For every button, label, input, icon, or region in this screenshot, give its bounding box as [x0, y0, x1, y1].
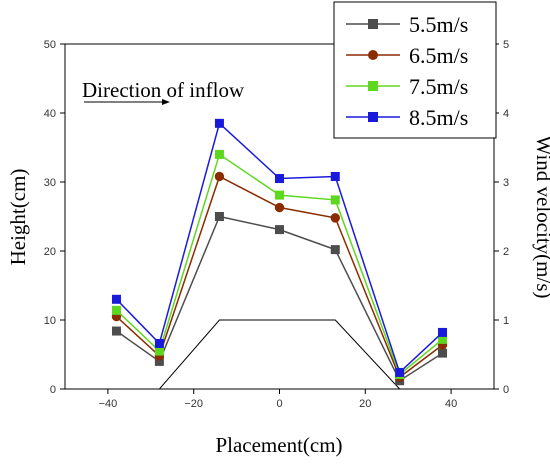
- data-point: [275, 225, 284, 235]
- legend-label: 6.5m/s: [409, 43, 468, 68]
- data-point: [438, 348, 448, 358]
- height-profile-line: [107, 319, 452, 390]
- series-line: [115, 153, 443, 376]
- data-point: [438, 327, 448, 337]
- legend-marker: [368, 112, 378, 122]
- data-point: [111, 326, 121, 336]
- legend-item: 5.5m/s: [346, 12, 468, 37]
- data-point: [214, 212, 224, 221]
- left-y-tick-label: 40: [44, 108, 56, 120]
- data-point: [274, 202, 285, 213]
- height-profile: [107, 319, 452, 390]
- series-3: [111, 118, 448, 377]
- x-axis-ticks: −40 −20 0 20 40: [99, 389, 457, 410]
- data-point: [154, 338, 164, 348]
- x-tick-label: −20: [184, 398, 203, 410]
- data-point: [214, 149, 224, 159]
- data-point: [330, 195, 340, 205]
- legend-marker: [368, 81, 378, 91]
- left-y-tick-label: 50: [44, 39, 56, 51]
- legend: 5.5m/s 6.5m/s 7.5m/s 8.5m/s: [333, 1, 497, 139]
- right-y-axis-title: Wind velocity(m/s): [532, 135, 550, 298]
- right-y-axis-ticks: 0 1 2 3 4 5: [494, 39, 509, 396]
- data-point: [330, 171, 340, 181]
- legend-marker: [368, 19, 378, 29]
- x-tick-label: −40: [99, 398, 118, 410]
- data-point: [275, 190, 284, 200]
- left-y-tick-label: 10: [44, 315, 56, 327]
- legend-item: 8.5m/s: [346, 105, 468, 130]
- data-point: [275, 174, 284, 184]
- left-y-tick-label: 30: [44, 177, 56, 189]
- right-y-tick-label: 1: [503, 315, 509, 327]
- x-axis-title: Placement(cm): [215, 433, 342, 457]
- right-y-tick-label: 3: [503, 177, 509, 189]
- data-point: [154, 346, 164, 356]
- data-point: [111, 305, 121, 315]
- legend-item: 7.5m/s: [346, 74, 468, 99]
- left-y-axis-ticks: 0 10 20 30 40 50: [44, 39, 65, 396]
- legend-label: 5.5m/s: [409, 12, 468, 37]
- data-point: [395, 367, 405, 377]
- right-y-tick-label: 4: [503, 108, 509, 120]
- data-point: [214, 171, 225, 182]
- inflow-annotation-text: Direction of inflow: [82, 78, 245, 102]
- x-tick-label: 40: [445, 398, 457, 410]
- x-tick-label: 0: [276, 398, 282, 410]
- data-point: [214, 118, 224, 128]
- right-y-tick-label: 5: [503, 39, 509, 51]
- legend-label: 8.5m/s: [409, 105, 468, 130]
- legend-label: 7.5m/s: [409, 74, 468, 99]
- series-layer: [111, 118, 448, 386]
- data-point: [111, 294, 121, 304]
- legend-items: 5.5m/s 6.5m/s 7.5m/s 8.5m/s: [346, 12, 468, 130]
- right-y-tick-label: 2: [503, 246, 509, 258]
- inflow-annotation: Direction of inflow: [82, 78, 245, 105]
- left-y-axis-title: Height(cm): [6, 169, 30, 266]
- left-y-tick-label: 0: [50, 384, 56, 396]
- right-y-tick-label: 0: [503, 384, 509, 396]
- legend-item: 6.5m/s: [346, 43, 468, 68]
- data-point: [330, 213, 340, 223]
- inflow-arrow-head: [162, 99, 170, 105]
- left-y-tick-label: 20: [44, 246, 56, 258]
- series-line: [115, 121, 444, 374]
- data-point: [330, 245, 340, 255]
- x-tick-label: 20: [359, 398, 371, 410]
- legend-marker: [368, 50, 378, 60]
